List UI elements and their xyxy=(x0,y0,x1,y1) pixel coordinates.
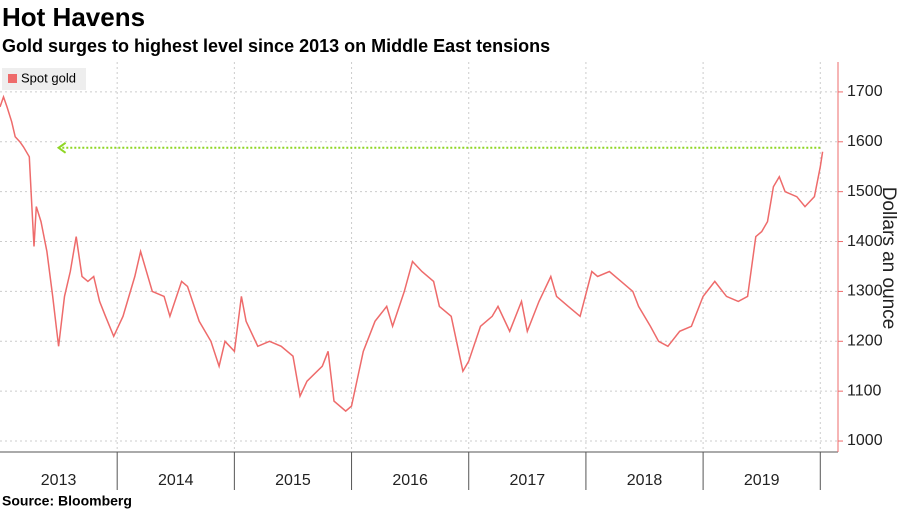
legend-box xyxy=(2,68,86,90)
x-tick-label: 2019 xyxy=(744,472,780,489)
legend-label: Spot gold xyxy=(21,70,76,85)
x-tick-label: 2013 xyxy=(41,472,77,489)
y-tick-label: 1600 xyxy=(847,133,883,150)
line xyxy=(0,94,824,413)
chart-subtitle: Gold surges to highest level since 2013 … xyxy=(2,36,550,56)
chart-title: Hot Havens xyxy=(2,2,145,32)
y-tick-label: 1400 xyxy=(847,233,883,250)
y-tick-label: 1100 xyxy=(847,382,882,399)
y-axis-title: Dollars an ounce xyxy=(878,187,899,330)
x-tick-label: 2014 xyxy=(158,472,194,489)
y-tick-label: 1300 xyxy=(847,283,883,300)
reference-arrow xyxy=(56,141,67,154)
source: Source: Bloomberg xyxy=(2,493,132,509)
x-tick-label: 2016 xyxy=(392,472,428,489)
x-tick-label: 2018 xyxy=(627,472,663,489)
y-tick-label: 1500 xyxy=(847,183,883,200)
y-tick-label: 1200 xyxy=(847,333,883,350)
y-tick-label: 1700 xyxy=(847,83,883,100)
legend-swatch xyxy=(8,74,17,83)
x-tick-label: 2015 xyxy=(275,472,311,489)
y-tick-label: 1000 xyxy=(847,432,883,449)
x-tick-label: 2017 xyxy=(510,472,546,489)
